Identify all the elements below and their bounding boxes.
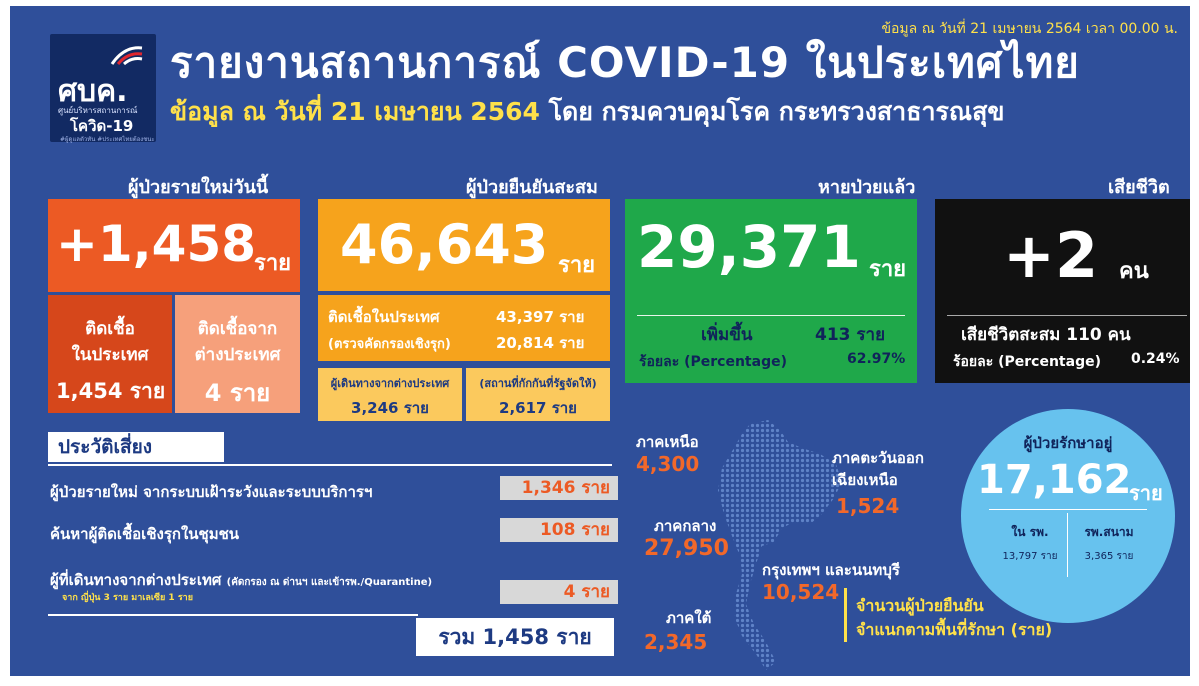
- new-cases-unit: ราย: [254, 251, 292, 276]
- risk-item-value: 108 ราย: [500, 518, 618, 542]
- local-cases-box: ติดเชื้อ ในประเทศ 1,454 ราย: [48, 295, 172, 413]
- recovered-increase-value: 413 ราย: [815, 325, 886, 345]
- region-bangkok-value: 10,524: [762, 580, 840, 604]
- quarantine-label: (สถานที่กักกันที่รัฐจัดให้): [479, 377, 597, 390]
- cumulative-active-value: 20,814 ราย: [496, 334, 585, 352]
- treating-vdivider: [1067, 513, 1068, 577]
- quarantine-value: 2,617 ราย: [499, 399, 577, 417]
- region-north-value: 4,300: [636, 452, 700, 476]
- logo-abbr: ศบค.: [58, 74, 128, 109]
- local-cases-number: 1,454: [56, 379, 123, 403]
- deaths-divider: [947, 315, 1187, 316]
- ccsa-logo: ศบค. ศูนย์บริหารสถานการณ์ โควิด-19 #ผู้ด…: [50, 34, 156, 143]
- imported-cases-box: ติดเชื้อจาก ต่างประเทศ 4 ราย: [175, 295, 300, 413]
- deaths-value: +2: [1003, 219, 1099, 292]
- region-central-label: ภาคกลาง: [654, 517, 717, 535]
- new-cases-header: ผู้ป่วยรายใหม่วันนี้: [128, 177, 269, 198]
- risk-item-label: ค้นหาผู้ติดเชื้อเชิงรุกในชุมชน: [50, 525, 240, 543]
- risk-item-note: จาก ญี่ปุ่น 3 ราย มาเลเซีย 1 ราย: [62, 593, 193, 603]
- recovered-value: 29,371: [637, 213, 861, 281]
- imported-cases-label-1: ติดเชื้อจาก: [197, 319, 278, 339]
- risk-title: ประวัติเสี่ยง: [48, 432, 224, 462]
- risk-divider: [48, 464, 612, 466]
- infographic: ข้อมูล ณ วันที่ 21 เมษายน 2564 เวลา 00.0…: [10, 6, 1190, 676]
- region-caption-bar: [844, 588, 847, 642]
- cumulative-detail-box: ติดเชื้อในประเทศ 43,397 ราย (ตรวจคัดกรอง…: [318, 295, 610, 361]
- local-cases-unit: ราย: [129, 379, 166, 403]
- logo-tagline: #ผู้ดูแลตัวทัน #ประเทศไทยต้องชนะ: [60, 136, 155, 143]
- treating-circle: ผู้ป่วยรักษาอยู่ 17,162 ราย ใน รพ. 13,79…: [961, 409, 1175, 623]
- logo-center-name: ศูนย์บริหารสถานการณ์: [58, 106, 138, 115]
- deaths-box: +2 คน เสียชีวิตสะสม 110 คน ร้อยละ (Perce…: [935, 199, 1190, 383]
- new-cases-box: +1,458 ราย: [48, 199, 300, 292]
- subtitle-date: ข้อมูล ณ วันที่ 21 เมษายน 2564: [170, 97, 540, 126]
- region-northeast-label-2: เฉียงเหนือ: [832, 471, 898, 489]
- treating-divider: [989, 509, 1147, 510]
- new-cases-value: +1,458: [56, 215, 257, 273]
- imported-cases-value: 4 ราย: [175, 373, 300, 412]
- local-cases-label-1: ติดเชื้อ: [85, 319, 135, 339]
- logo-name: โควิด-19: [70, 117, 134, 135]
- recovered-divider: [637, 315, 905, 316]
- treating-unit: ราย: [1129, 481, 1163, 505]
- page-subtitle: ข้อมูล ณ วันที่ 21 เมษายน 2564 โดย กรมคว…: [170, 92, 1004, 132]
- local-cases-value: 1,454 ราย: [56, 375, 165, 408]
- region-north-label: ภาคเหนือ: [636, 433, 699, 451]
- imported-cases-number: 4: [204, 379, 222, 407]
- travel-value: 3,246 ราย: [351, 399, 429, 417]
- treating-hospital-label: ใน รพ.: [1011, 525, 1049, 539]
- subtitle-by: โดย กรมควบคุมโรค กระทรวงสาธารณสุข: [548, 97, 1005, 126]
- recovered-percent-label: ร้อยละ (Percentage): [639, 354, 787, 370]
- treating-field-value: 3,365 ราย: [1084, 551, 1134, 562]
- risk-item-value: 4 ราย: [500, 580, 618, 604]
- risk-item-label: ผู้ที่เดินทางจากต่างประเทศ (คัดกรอง ณ ด่…: [50, 568, 432, 592]
- recovered-header: หายป่วยแล้ว: [818, 177, 916, 198]
- deaths-cumulative: เสียชีวิตสะสม 110 คน: [961, 325, 1131, 345]
- imported-cases-unit: ราย: [229, 379, 271, 407]
- travel-box: ผู้เดินทางจากต่างประเทศ 3,246 ราย: [318, 368, 462, 421]
- date-line: ข้อมูล ณ วันที่ 21 เมษายน 2564 เวลา 00.0…: [881, 21, 1178, 37]
- cumulative-unit: ราย: [558, 253, 596, 278]
- region-central-value: 27,950: [644, 536, 729, 561]
- recovered-unit: ราย: [869, 257, 907, 282]
- region-caption-2: จำแนกตามพื้นที่รักษา (ราย): [856, 620, 1053, 639]
- cumulative-value: 46,643: [340, 213, 549, 276]
- risk-total-line: [48, 614, 418, 616]
- cumulative-active-label: (ตรวจคัดกรองเชิงรุก): [328, 337, 451, 352]
- region-northeast-value: 1,524: [836, 494, 900, 518]
- risk-item-extra-label: (คัดกรอง ณ ด่านฯ และเข้ารพ./Quarantine): [226, 577, 433, 588]
- cumulative-box: 46,643 ราย: [318, 199, 610, 291]
- risk-item-label: ผู้ป่วยรายใหม่ จากระบบเฝ้าระวังและระบบบร…: [50, 483, 373, 501]
- recovered-percent-value: 62.97%: [847, 351, 906, 367]
- treating-header: ผู้ป่วยรักษาอยู่: [1023, 434, 1113, 452]
- region-bangkok-label: กรุงเทพฯ และนนทบุรี: [762, 561, 900, 579]
- risk-item-main-label: ผู้ที่เดินทางจากต่างประเทศ: [50, 571, 222, 589]
- deaths-percent-label: ร้อยละ (Percentage): [953, 354, 1101, 370]
- region-northeast-label-1: ภาคตะวันออก: [832, 449, 924, 467]
- region-south-value: 2,345: [644, 630, 708, 654]
- imported-cases-label-2: ต่างประเทศ: [194, 345, 281, 365]
- deaths-percent-value: 0.24%: [1131, 351, 1180, 367]
- region-caption-1: จำนวนผู้ป่วยยืนยัน: [856, 596, 984, 615]
- page-title: รายงานสถานการณ์ COVID-19 ในประเทศไทย: [170, 38, 1080, 87]
- treating-hospital-value: 13,797 ราย: [1002, 551, 1058, 562]
- cumulative-local-label: ติดเชื้อในประเทศ: [328, 308, 440, 326]
- treating-value: 17,162: [977, 457, 1132, 503]
- region-south-label: ภาคใต้: [666, 609, 712, 627]
- recovered-increase-label: เพิ่มขึ้น: [701, 325, 753, 345]
- recovered-box: 29,371 ราย เพิ่มขึ้น 413 ราย ร้อยละ (Per…: [625, 199, 917, 383]
- treating-field-label: รพ.สนาม: [1084, 525, 1134, 539]
- deaths-header: เสียชีวิต: [1108, 177, 1170, 198]
- local-cases-label-2: ในประเทศ: [71, 345, 149, 365]
- quarantine-box: (สถานที่กักกันที่รัฐจัดให้) 2,617 ราย: [466, 368, 610, 421]
- thailand-map-icon: [718, 420, 842, 670]
- cumulative-header: ผู้ป่วยยืนยันสะสม: [466, 177, 598, 198]
- travel-label: ผู้เดินทางจากต่างประเทศ: [330, 377, 450, 390]
- logo-mark-icon: [110, 46, 143, 66]
- risk-item-value: 1,346 ราย: [500, 476, 618, 500]
- risk-total: รวม 1,458 ราย: [416, 618, 614, 656]
- deaths-unit: คน: [1119, 259, 1149, 284]
- cumulative-local-value: 43,397 ราย: [496, 308, 585, 326]
